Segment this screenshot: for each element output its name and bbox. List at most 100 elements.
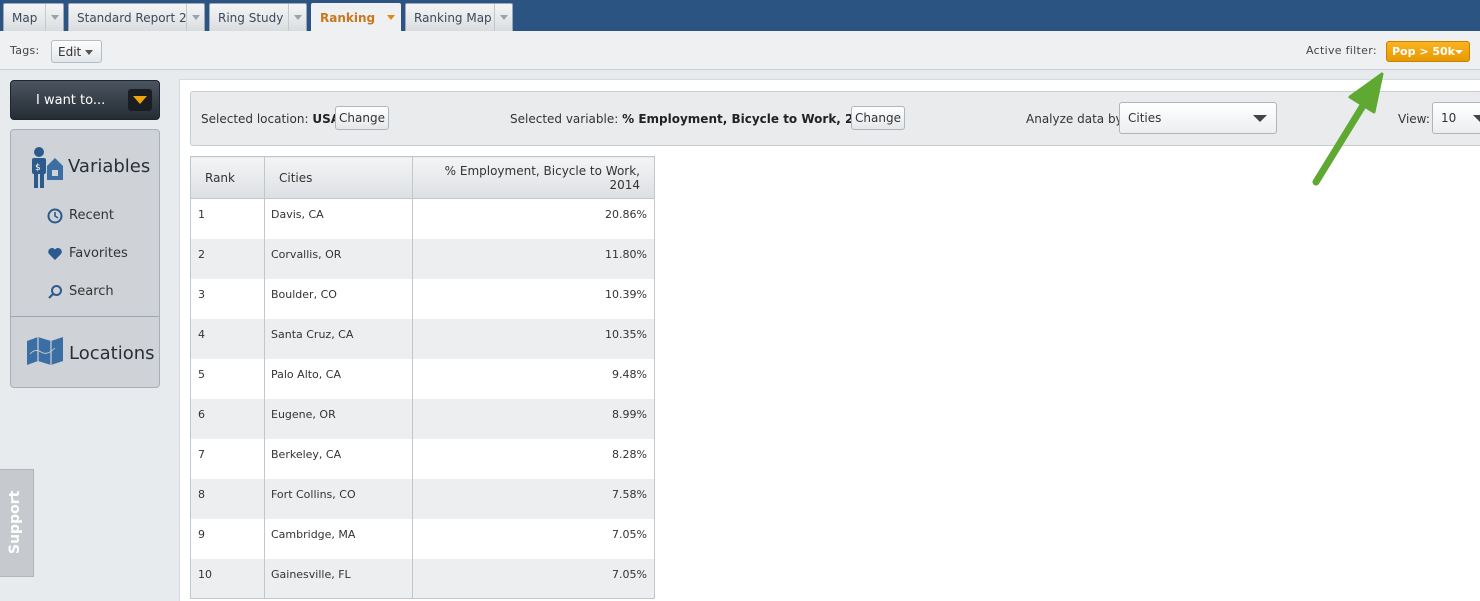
tab-menu-chevron-icon[interactable]	[186, 4, 204, 31]
change-variable-button[interactable]: Change	[851, 106, 905, 130]
chevron-down-icon	[85, 50, 93, 55]
sidebar-divider	[11, 316, 159, 317]
tags-edit-button[interactable]: Edit	[51, 40, 102, 63]
table-row[interactable]: 2 Corvallis, OR 11.80%	[190, 238, 655, 279]
edit-label: Edit	[58, 45, 82, 59]
heart-icon	[48, 248, 62, 260]
city-cell: Corvallis, OR	[264, 238, 413, 279]
support-tab[interactable]: Support	[0, 469, 34, 577]
search-icon	[48, 285, 62, 299]
sidebar-panel: $ Variables Recent Favorites Search Loca…	[10, 129, 160, 388]
rank-cell: 10	[190, 558, 265, 599]
rank-cell: 9	[190, 518, 265, 559]
value-cell: 10.39%	[412, 278, 655, 319]
tab-ranking[interactable]: Ranking	[311, 3, 401, 31]
tab-menu-chevron-icon[interactable]	[382, 4, 400, 31]
tab-label: Ranking Map	[414, 11, 492, 25]
analyze-by-value: Cities	[1128, 111, 1162, 125]
sidebar-item-recent[interactable]: Recent	[47, 206, 147, 226]
support-label: Support	[7, 490, 23, 554]
tags-bar: Tags: Edit Active filter: Pop > 50k	[0, 31, 1480, 70]
tab-ranking-map[interactable]: Ranking Map	[405, 3, 513, 31]
column-header-variable[interactable]: % Employment, Bicycle to Work, 2014	[412, 156, 655, 199]
active-filter-label: Active filter:	[1306, 44, 1377, 57]
locations-title[interactable]: Locations	[69, 343, 155, 364]
tab-ring-study[interactable]: Ring Study	[209, 3, 307, 31]
selected-variable-value: % Employment, Bicycle to Work, 2014	[622, 112, 879, 126]
variables-icon: $	[32, 147, 63, 188]
selected-location: Selected location: USA	[201, 112, 340, 126]
selected-variable-label: Selected variable:	[510, 112, 619, 126]
variables-title: Variables	[68, 156, 151, 177]
tab-menu-chevron-icon[interactable]	[494, 4, 512, 31]
active-filter-button[interactable]: Pop > 50k	[1386, 41, 1470, 62]
tags-label: Tags:	[10, 44, 40, 57]
tab-label: Map	[12, 11, 38, 25]
analyze-label: Analyze data by:	[1026, 112, 1126, 126]
tab-menu-chevron-icon[interactable]	[45, 4, 63, 31]
tab-label: Ring Study	[218, 11, 284, 25]
active-filter-value: Pop > 50k	[1392, 45, 1455, 58]
value-cell: 20.86%	[412, 198, 655, 239]
sidebar-item-favorites[interactable]: Favorites	[47, 244, 147, 264]
city-cell: Berkeley, CA	[264, 438, 413, 479]
view-count-select[interactable]: 10	[1432, 102, 1480, 134]
table-row[interactable]: 4 Santa Cruz, CA 10.35%	[190, 318, 655, 359]
analyze-by-select[interactable]: Cities	[1119, 102, 1277, 134]
rank-cell: 7	[190, 438, 265, 479]
tab-menu-chevron-icon[interactable]	[288, 4, 306, 31]
i-want-to-label: I want to...	[36, 93, 106, 108]
rank-cell: 2	[190, 238, 265, 279]
value-cell: 7.58%	[412, 478, 655, 519]
clock-icon	[47, 208, 63, 224]
table-row[interactable]: 8 Fort Collins, CO 7.58%	[190, 478, 655, 519]
city-cell: Boulder, CO	[264, 278, 413, 319]
tab-label: Ranking	[320, 11, 376, 25]
table-row[interactable]: 1 Davis, CA 20.86%	[190, 198, 655, 239]
city-cell: Santa Cruz, CA	[264, 318, 413, 359]
value-cell: 7.05%	[412, 518, 655, 559]
table-header-row: Rank Cities % Employment, Bicycle to Wor…	[190, 156, 655, 199]
table-row[interactable]: 9 Cambridge, MA 7.05%	[190, 518, 655, 559]
value-cell: 10.35%	[412, 318, 655, 359]
svg-text:$: $	[35, 163, 41, 173]
chevron-down-icon	[1253, 115, 1267, 122]
selected-location-label: Selected location:	[201, 112, 309, 126]
rank-cell: 4	[190, 318, 265, 359]
change-location-button[interactable]: Change	[335, 106, 389, 130]
table-body: 1 Davis, CA 20.86% 2 Corvallis, OR 11.80% 3 Bou…	[190, 198, 655, 599]
chevron-down-icon	[1455, 50, 1463, 54]
selected-location-value: USA	[312, 112, 341, 126]
table-row[interactable]: 7 Berkeley, CA 8.28%	[190, 438, 655, 479]
value-cell: 7.05%	[412, 558, 655, 599]
table-row[interactable]: 5 Palo Alto, CA 9.48%	[190, 358, 655, 399]
column-header-cities[interactable]: Cities	[264, 156, 413, 199]
rank-cell: 8	[190, 478, 265, 519]
table-row[interactable]: 3 Boulder, CO 10.39%	[190, 278, 655, 319]
map-icon	[27, 337, 63, 365]
value-cell: 8.99%	[412, 398, 655, 439]
value-cell: 11.80%	[412, 238, 655, 279]
rank-cell: 1	[190, 198, 265, 239]
view-label: View:	[1398, 112, 1430, 126]
city-cell: Gainesville, FL	[264, 558, 413, 599]
chevron-down-icon	[1473, 115, 1480, 122]
tab-standard-report-2[interactable]: Standard Report 2	[68, 3, 205, 31]
tab-label: Standard Report 2	[77, 11, 187, 25]
selected-variable: Selected variable: % Employment, Bicycle…	[510, 112, 878, 126]
city-cell: Cambridge, MA	[264, 518, 413, 559]
rank-cell: 3	[190, 278, 265, 319]
sidebar-item-label: Recent	[69, 208, 114, 223]
tab-map[interactable]: Map	[3, 3, 64, 31]
sidebar-item-label: Favorites	[69, 246, 128, 261]
view-count-value: 10	[1441, 111, 1457, 125]
i-want-to-menu[interactable]: I want to...	[10, 80, 160, 120]
table-row[interactable]: 10 Gainesville, FL 7.05%	[190, 558, 655, 599]
value-cell: 8.28%	[412, 438, 655, 479]
dropdown-arrow-icon[interactable]	[128, 89, 152, 111]
rank-cell: 6	[190, 398, 265, 439]
sidebar-item-search[interactable]: Search	[47, 282, 147, 302]
column-header-rank[interactable]: Rank	[190, 156, 265, 199]
city-cell: Eugene, OR	[264, 398, 413, 439]
table-row[interactable]: 6 Eugene, OR 8.99%	[190, 398, 655, 439]
